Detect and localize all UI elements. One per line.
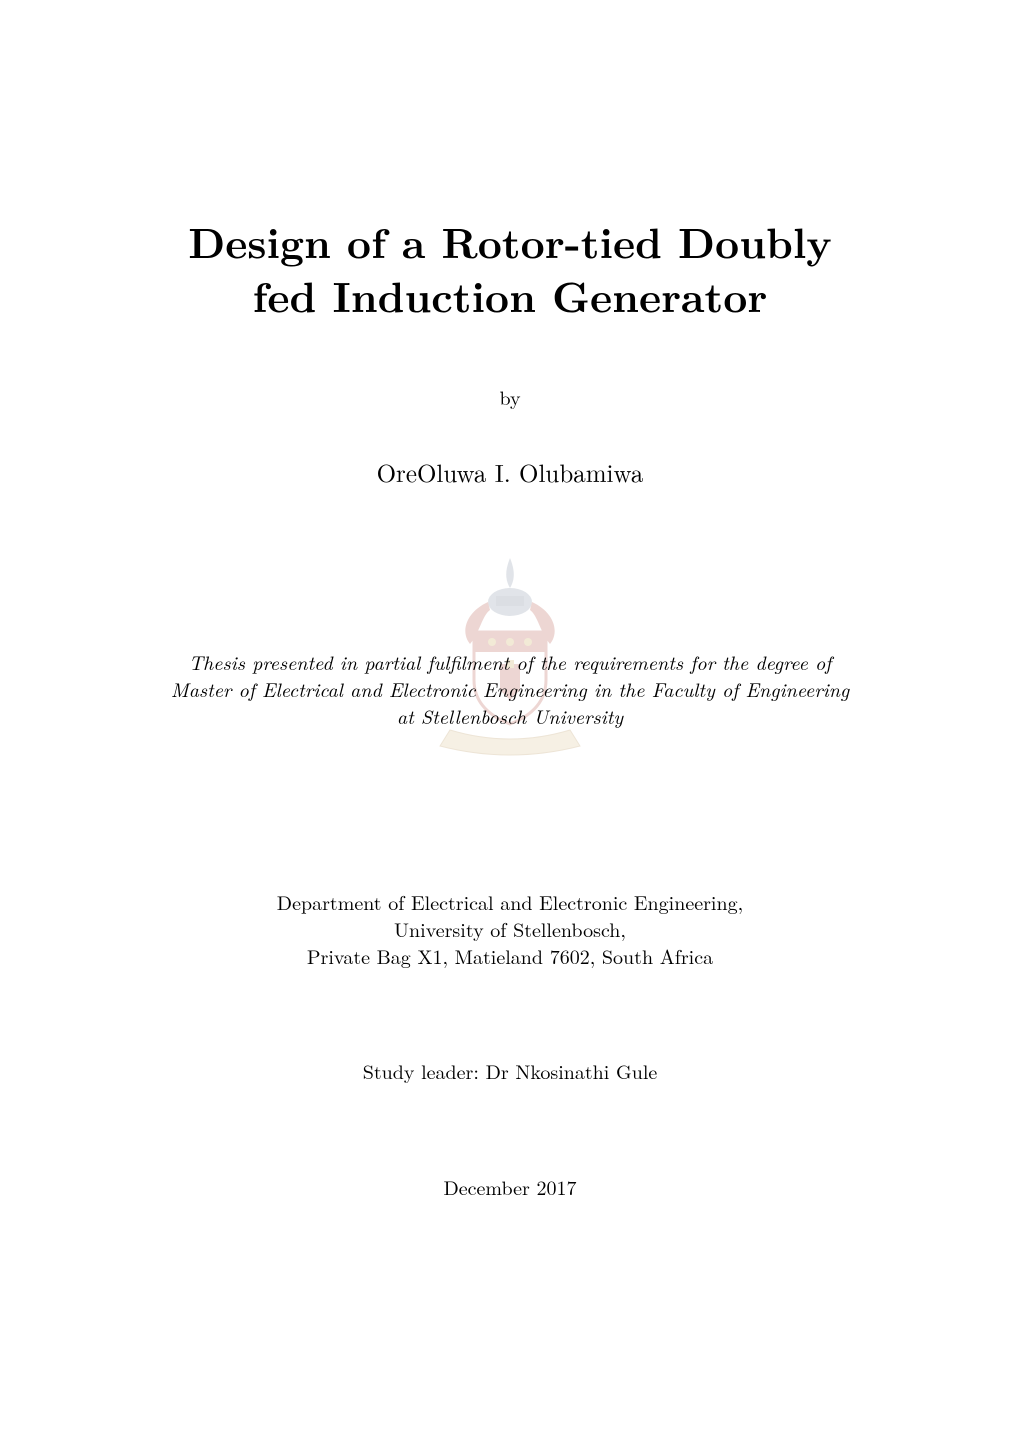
study-leader: Study leader: Dr Nkosinathi Gule [0,1056,1020,1085]
by-label: by [0,382,1020,411]
title-page: Design of a Rotor-tied Doubly fed Induct… [0,0,1020,1442]
submission-date: December 2017 [0,1172,1020,1201]
author-name: OreOluwa I. Olubamiwa [0,455,1020,490]
fulfilment-line-2: Master of Electrical and Electronic Engi… [171,674,850,703]
title-line-2: fed Induction Generator [253,265,768,325]
department-line-2: University of Stellenbosch, [394,914,626,943]
title-line-1: Design of a Rotor-tied Doubly [188,211,832,271]
fulfilment-statement: Thesis presented in partial fulfilment o… [150,648,870,729]
fulfilment-line-3: at Stellenbosch University [397,701,623,730]
department-block: Department of Electrical and Electronic … [150,888,870,969]
thesis-title: Design of a Rotor-tied Doubly fed Induct… [0,215,1020,323]
department-line-3: Private Bag X1, Matieland 7602, South Af… [307,941,713,970]
department-line-1: Department of Electrical and Electronic … [277,887,743,916]
fulfilment-line-1: Thesis presented in partial fulfilment o… [189,647,832,676]
